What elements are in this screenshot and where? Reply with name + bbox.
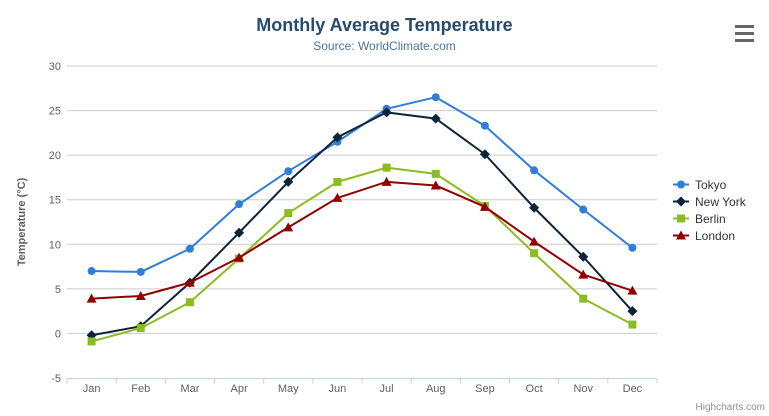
x-axis-label: May [278, 383, 299, 395]
legend: Tokyo New York Berlin London [672, 176, 746, 244]
legend-item-tokyo[interactable]: Tokyo [672, 176, 746, 193]
y-axis-label: 0 [55, 328, 61, 340]
berlin-point[interactable] [284, 209, 293, 218]
y-axis-label: 5 [55, 284, 61, 296]
new-york-line[interactable] [90, 111, 634, 337]
y-axis-label: 15 [49, 195, 61, 207]
y-axis-label: 25 [49, 106, 61, 118]
square-glyph[interactable] [677, 214, 685, 223]
new-york-point[interactable] [578, 251, 589, 262]
legend-label: Tokyo [695, 177, 727, 192]
new-york-point[interactable] [283, 176, 294, 187]
new-york-point[interactable] [332, 132, 343, 143]
y-axis-label: 10 [49, 239, 61, 251]
legend-label: Berlin [695, 211, 726, 226]
series-new-york [86, 107, 638, 341]
x-axis-label: Sep [475, 383, 495, 395]
berlin-point[interactable] [628, 320, 637, 329]
new-york-point[interactable] [479, 149, 490, 160]
legend-label: London [695, 228, 736, 243]
london-point[interactable] [430, 180, 441, 190]
triangle-glyph[interactable] [676, 230, 686, 240]
tokyo-point[interactable] [431, 93, 440, 102]
berlin-line[interactable] [90, 166, 634, 343]
x-axis-label: Oct [526, 383, 543, 395]
chart-subtitle: Source: WorldClimate.com [313, 39, 456, 53]
berlin-point[interactable] [530, 249, 539, 258]
new-york-point[interactable] [381, 107, 392, 118]
berlin-point[interactable] [185, 298, 194, 307]
x-axis-label: Dec [623, 383, 643, 395]
london-point[interactable] [86, 293, 97, 303]
legend-label: New York [695, 194, 746, 209]
tokyo-point[interactable] [579, 205, 588, 214]
y-axis-label: 20 [49, 150, 61, 162]
london-point[interactable] [578, 269, 589, 279]
berlin-point[interactable] [87, 337, 96, 346]
x-axis-label: Feb [131, 383, 150, 395]
london-point[interactable] [283, 222, 294, 232]
circle-icon [673, 180, 689, 189]
tokyo-point[interactable] [284, 167, 293, 176]
tokyo-line[interactable] [90, 96, 634, 273]
chart-context-menu-button[interactable] [732, 21, 757, 45]
tokyo-point[interactable] [628, 243, 637, 252]
berlin-point[interactable] [136, 324, 145, 333]
tokyo-point[interactable] [530, 166, 539, 175]
london-point[interactable] [479, 201, 490, 211]
series-tokyo [87, 93, 637, 276]
x-axis-label: Nov [573, 383, 593, 395]
x-axis-label: Mar [180, 383, 199, 395]
x-axis-label: Jan [83, 383, 101, 395]
berlin-point[interactable] [333, 177, 342, 186]
new-york-point[interactable] [627, 306, 638, 317]
berlin-point[interactable] [579, 294, 588, 303]
tokyo-point[interactable] [235, 200, 244, 209]
tokyo-point[interactable] [185, 244, 194, 253]
y-axis-label: 30 [49, 61, 61, 73]
new-york-point[interactable] [430, 113, 441, 124]
x-axis-label: Apr [231, 383, 248, 395]
legend-item-new-york[interactable]: New York [672, 193, 746, 210]
london-point[interactable] [184, 277, 195, 287]
new-york-point[interactable] [529, 202, 540, 213]
tokyo-point[interactable] [87, 267, 96, 276]
tokyo-point[interactable] [480, 121, 489, 130]
diamond-icon [673, 196, 689, 207]
legend-item-london[interactable]: London [672, 227, 746, 244]
london-point[interactable] [234, 252, 245, 262]
london-point[interactable] [529, 236, 540, 246]
square-icon [673, 214, 689, 223]
y-axis-label: -5 [51, 373, 61, 385]
x-axis-label: Aug [426, 383, 446, 395]
tokyo-point[interactable] [136, 267, 145, 276]
london-line[interactable] [90, 180, 634, 300]
series-london [86, 176, 638, 303]
legend-item-berlin[interactable]: Berlin [672, 210, 746, 227]
x-axis-label: Jun [329, 383, 347, 395]
triangle-icon [673, 230, 689, 240]
y-axis-title: Temperature (°C) [16, 177, 28, 266]
diamond-glyph[interactable] [676, 196, 686, 207]
berlin-point[interactable] [382, 163, 391, 172]
circle-glyph[interactable] [677, 180, 685, 189]
london-point[interactable] [332, 192, 343, 202]
london-point[interactable] [627, 285, 638, 295]
london-point[interactable] [381, 176, 392, 186]
berlin-point[interactable] [431, 169, 440, 178]
x-axis-label: Jul [380, 383, 394, 395]
london-point[interactable] [135, 290, 146, 300]
chart-title: Monthly Average Temperature [256, 15, 513, 35]
new-york-point[interactable] [234, 227, 245, 238]
highcharts-credit[interactable]: Highcharts.com [695, 402, 765, 413]
hamburger-icon [735, 24, 754, 42]
